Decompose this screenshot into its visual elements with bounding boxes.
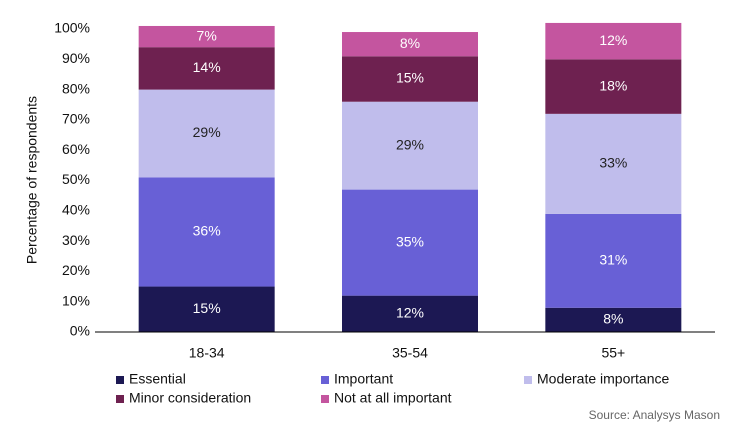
bar-segment <box>545 307 682 332</box>
data-label: 15% <box>396 70 424 86</box>
bar-segment <box>138 177 275 287</box>
legend-swatch <box>116 395 124 403</box>
bar-segment <box>138 286 275 332</box>
legend-swatch <box>116 376 124 384</box>
data-label: 14% <box>193 59 221 75</box>
bar-segment <box>138 89 275 178</box>
legend-label: Not at all important <box>334 390 452 406</box>
x-tick-label: 55+ <box>601 345 625 361</box>
y-tick-label: 0% <box>70 323 90 339</box>
y-tick-label: 50% <box>62 171 90 187</box>
data-label: 12% <box>599 32 627 48</box>
y-axis-label: Percentage of respondents <box>24 96 40 264</box>
data-label: 18% <box>599 77 627 93</box>
y-tick-label: 70% <box>62 111 90 127</box>
bar-segment <box>342 56 478 102</box>
y-tick-label: 40% <box>62 202 90 218</box>
legend-label: Minor consideration <box>129 390 251 406</box>
y-tick-label: 10% <box>62 292 90 308</box>
y-tick-label: 30% <box>62 232 90 248</box>
bar-segment <box>138 47 275 90</box>
bar-segment <box>545 213 682 308</box>
legend-swatch <box>321 376 329 384</box>
data-label: 29% <box>193 124 221 140</box>
legend-label: Essential <box>129 371 186 387</box>
data-label: 35% <box>396 233 424 249</box>
bar-segment <box>342 189 478 296</box>
legend-swatch <box>524 376 532 384</box>
bar-segment <box>138 25 275 48</box>
legend-label: Important <box>334 371 393 387</box>
x-tick-label: 35-54 <box>392 345 428 361</box>
data-label: 29% <box>396 136 424 152</box>
y-tick-label: 80% <box>62 80 90 96</box>
legend-label: Moderate importance <box>537 371 670 387</box>
data-label: 8% <box>400 35 420 51</box>
data-label: 36% <box>193 223 221 239</box>
y-tick-label: 20% <box>62 262 90 278</box>
data-label: 31% <box>599 251 627 267</box>
source: Source: Analysys Mason <box>589 408 720 422</box>
bar-segment <box>545 113 682 214</box>
bar-segment <box>342 101 478 190</box>
y-tick-label: 90% <box>62 50 90 66</box>
data-label: 8% <box>603 311 623 327</box>
bar-segment <box>545 22 682 60</box>
legend-swatch <box>321 395 329 403</box>
y-tick-label: 100% <box>54 20 90 36</box>
y-tick-label: 60% <box>62 141 90 157</box>
data-label: 12% <box>396 305 424 321</box>
data-label: 33% <box>599 155 627 171</box>
bar-segment <box>342 295 478 332</box>
data-label: 7% <box>197 27 217 43</box>
bar-segment <box>545 59 682 114</box>
x-tick-label: 18-34 <box>189 345 225 361</box>
bar-segment <box>342 32 478 57</box>
data-label: 15% <box>193 300 221 316</box>
